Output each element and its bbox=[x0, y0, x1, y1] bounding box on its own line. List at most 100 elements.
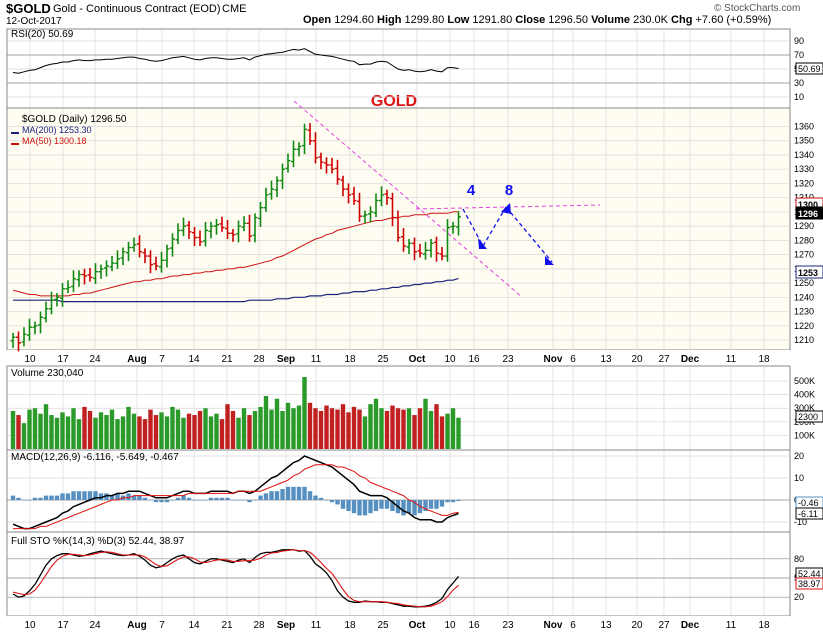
volume-bar bbox=[406, 408, 412, 449]
upper-x-tick-label: 7 bbox=[159, 354, 165, 365]
volume-bar bbox=[324, 405, 329, 449]
last-price-tag bbox=[795, 206, 823, 220]
volume-bar bbox=[395, 408, 401, 449]
macd-histogram-bar bbox=[401, 500, 406, 516]
macd-histogram-bar bbox=[318, 497, 324, 500]
volume-bar bbox=[153, 415, 159, 449]
last-price-tag-label: 1296 bbox=[798, 209, 818, 219]
rsi-panel-frame bbox=[6, 28, 791, 109]
macd-histogram-bar bbox=[357, 500, 362, 516]
lower-x-tick-label: 17 bbox=[57, 620, 69, 631]
upper-x-tick-label: 23 bbox=[502, 354, 514, 365]
upper-x-tick-label: 18 bbox=[344, 354, 356, 365]
macd-histogram-bar bbox=[428, 500, 434, 509]
macd-y-tick-label: -10 bbox=[794, 517, 807, 527]
last-price-tag bbox=[795, 265, 823, 279]
volume-bar bbox=[379, 408, 384, 449]
volume-bar bbox=[164, 416, 170, 449]
projection-arrow bbox=[505, 206, 553, 263]
upper-x-tick-label: 28 bbox=[253, 354, 265, 365]
price-y-tick-label: 1320 bbox=[794, 178, 814, 188]
macd-histogram-bar bbox=[346, 500, 351, 511]
macd-histogram-bar bbox=[131, 495, 137, 500]
volume-bar bbox=[109, 409, 115, 449]
sto-d-tag-label: 38.97 bbox=[798, 579, 821, 589]
macd-histogram-bar bbox=[87, 491, 93, 500]
macd-histogram-bar bbox=[384, 500, 390, 509]
lower-x-tick-label: Dec bbox=[681, 620, 700, 631]
volume-bar bbox=[27, 409, 32, 449]
volume-bar bbox=[434, 404, 439, 449]
macd-histogram-bar bbox=[159, 500, 164, 503]
macd-histogram-bar bbox=[456, 500, 461, 502]
macd-histogram-bar bbox=[423, 500, 428, 511]
macd-histogram-bar bbox=[313, 495, 318, 500]
volume-bar bbox=[142, 419, 148, 449]
macd-histogram-bar bbox=[236, 500, 241, 501]
projection-arrow bbox=[462, 208, 484, 247]
rsi-y-tick-label: 10 bbox=[794, 92, 804, 102]
macd-histogram-bar bbox=[219, 497, 225, 500]
volume-value-tag bbox=[795, 410, 823, 423]
macd-histogram-bar bbox=[186, 497, 192, 500]
sto-title: Full STO %K(14,3) %D(3) 52.44, 38.97 bbox=[11, 536, 185, 547]
symbol-description: Gold - Continuous Contract (EOD) bbox=[53, 3, 221, 15]
price-y-tick-label: 1210 bbox=[794, 335, 814, 345]
macd-histogram-bar bbox=[285, 486, 291, 500]
volume-bar bbox=[104, 415, 109, 449]
arrowhead-up bbox=[501, 203, 511, 214]
volume-bar bbox=[450, 408, 456, 449]
macd-histogram-bar bbox=[38, 497, 43, 500]
volume-bar bbox=[65, 416, 71, 449]
macd-signal-line bbox=[13, 464, 459, 530]
sto-k-tag-label: 52.44 bbox=[798, 569, 821, 579]
upper-x-tick-label: 16 bbox=[468, 354, 480, 365]
low-label: Low bbox=[447, 14, 470, 26]
price-y-tick-label: 1290 bbox=[794, 221, 814, 231]
volume-bar bbox=[93, 417, 98, 449]
volume-bar bbox=[269, 409, 274, 449]
gold-annotation: GOLD bbox=[371, 93, 417, 110]
last-price-tag-label: 1300 bbox=[798, 200, 818, 210]
volume-bar bbox=[230, 410, 236, 449]
macd-histogram-bar bbox=[340, 500, 346, 509]
price-y-tick-label: 1350 bbox=[794, 136, 814, 146]
upper-x-tick-label: 27 bbox=[658, 354, 670, 365]
macd-histogram-bar bbox=[43, 495, 49, 500]
open-label: Open bbox=[303, 14, 332, 26]
macd-histogram-bar bbox=[93, 491, 98, 500]
macd-histogram-bar bbox=[148, 500, 153, 501]
macd-histogram-bar bbox=[54, 495, 60, 500]
volume-bar bbox=[285, 402, 291, 449]
upper-x-tick-label: 24 bbox=[89, 354, 101, 365]
volume-bar bbox=[241, 408, 247, 449]
macd-histogram-bar bbox=[164, 500, 170, 503]
volume-bar bbox=[87, 410, 93, 449]
volume-bar bbox=[357, 409, 362, 449]
volume-bar bbox=[373, 398, 379, 449]
lower-x-tick-label: Nov bbox=[544, 620, 563, 631]
high-value: 1299.80 bbox=[404, 14, 445, 26]
lower-x-tick-label: Aug bbox=[127, 620, 146, 631]
macd-histogram-bar bbox=[153, 500, 159, 503]
lower-x-tick-label: 6 bbox=[570, 620, 576, 631]
price-y-tick-label: 1340 bbox=[794, 150, 814, 160]
volume-bar bbox=[428, 410, 434, 449]
price-y-tick-label: 1220 bbox=[794, 321, 814, 331]
macd-histogram-bar bbox=[335, 500, 340, 505]
volume-bar bbox=[252, 410, 258, 449]
macd-histogram-bar bbox=[258, 495, 263, 500]
macd-histogram-bar bbox=[16, 497, 21, 500]
macd-histogram-bar bbox=[10, 495, 16, 500]
upper-x-tick-label: Aug bbox=[127, 354, 146, 365]
volume-bar bbox=[439, 416, 445, 449]
upper-x-tick-label: 10 bbox=[24, 354, 36, 365]
price-y-tick-label: 1280 bbox=[794, 235, 814, 245]
chart-date: 12-Oct-2017 bbox=[6, 16, 62, 27]
rsi-y-tick-label: 70 bbox=[794, 50, 804, 60]
volume-bar bbox=[329, 408, 335, 449]
macd-histogram-bar bbox=[104, 493, 109, 500]
upper-x-tick-label: 11 bbox=[726, 354, 737, 365]
upper-axis-band bbox=[7, 350, 790, 364]
